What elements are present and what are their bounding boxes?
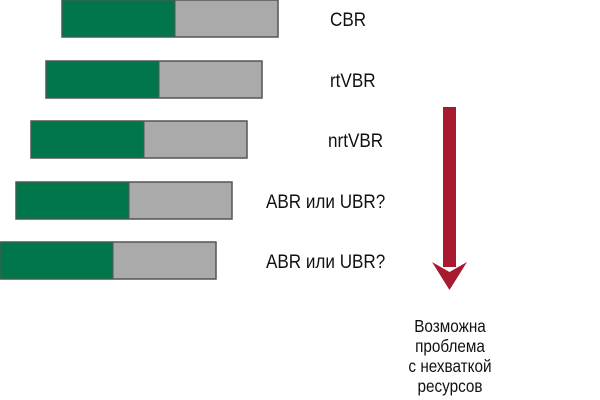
arrow-head xyxy=(432,262,467,290)
bar-row: CBR xyxy=(61,0,366,38)
bar-row: nrtVBR xyxy=(30,120,383,159)
down-arrow xyxy=(432,107,467,290)
row-label: ABR или UBR? xyxy=(266,251,385,272)
row-label: rtVBR xyxy=(330,70,376,91)
bar-green-segment xyxy=(45,60,160,99)
bar-green-segment xyxy=(0,241,114,280)
bar-row: ABR или UBR? xyxy=(15,181,385,220)
bar-green-segment xyxy=(30,120,145,159)
note-line-4: ресурсов xyxy=(417,376,482,396)
arrow-shaft xyxy=(443,107,456,267)
note-line-3: с нехваткой xyxy=(408,356,491,376)
bar-green-segment xyxy=(61,0,176,38)
bar-row: rtVBR xyxy=(45,60,376,99)
row-label: ABR или UBR? xyxy=(266,191,385,212)
row-label: nrtVBR xyxy=(328,130,383,151)
bar-row: ABR или UBR? xyxy=(0,241,385,280)
note-line-1: Возможна xyxy=(414,316,486,336)
row-label: CBR xyxy=(330,9,366,30)
bar-green-segment xyxy=(15,181,130,220)
note-line-2: проблема xyxy=(415,336,485,356)
